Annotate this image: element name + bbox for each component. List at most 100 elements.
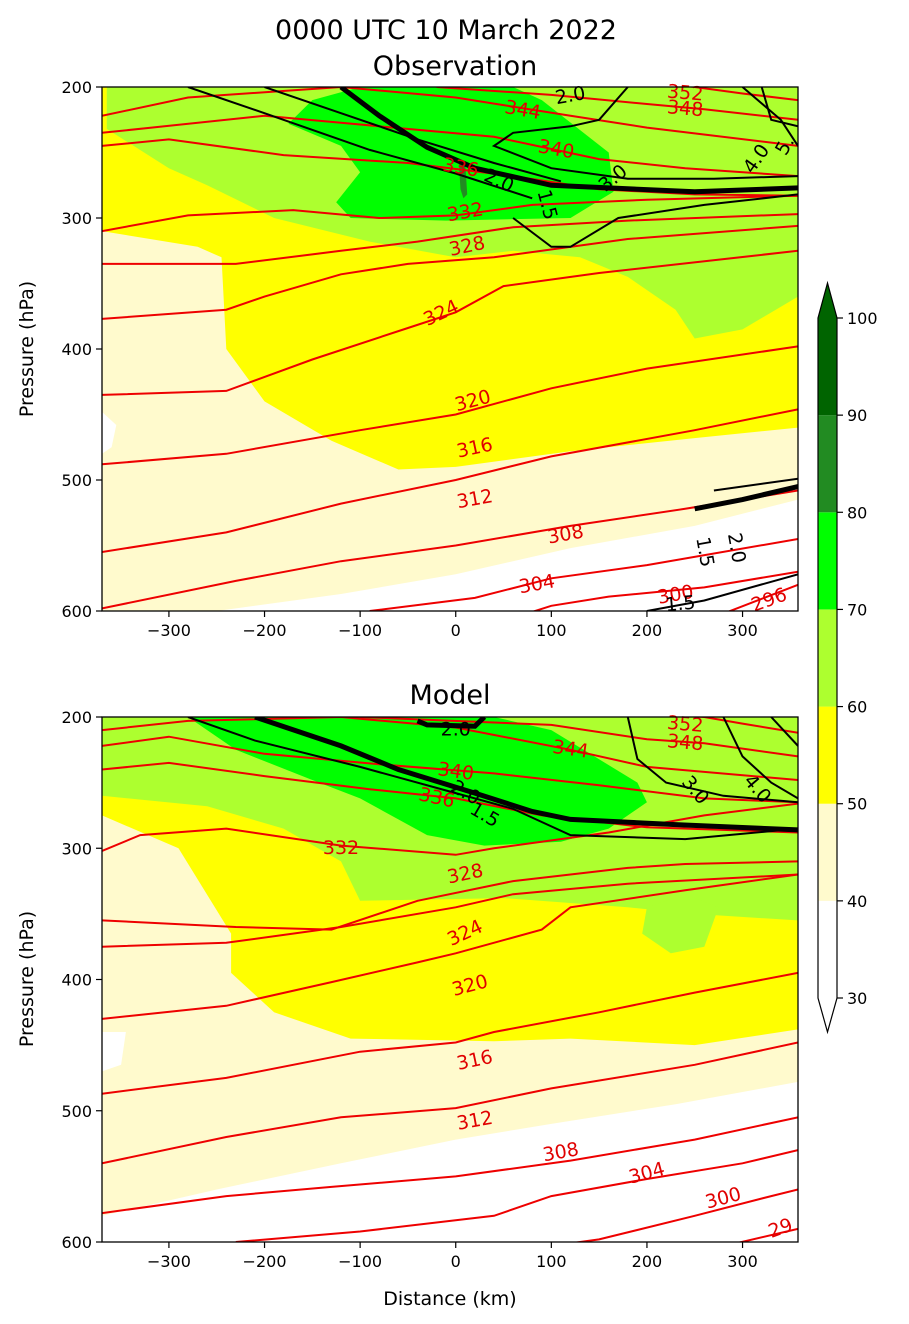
theta-label: 344 [551, 736, 590, 763]
pv-label: 1.5 [691, 535, 718, 569]
theta-label: 304 [517, 570, 557, 598]
pv-contour-2.0 [339, 87, 798, 195]
colorbar: 30 40 50 60 70 80 90 100 [817, 280, 878, 1035]
y-axis-label: Pressure (hPa) [16, 911, 38, 1047]
colorbar-segment-80 [818, 415, 837, 513]
theta-contour-344 [102, 87, 798, 147]
theta-label: 352 [666, 81, 704, 106]
colorbar-tick-label: 100 [847, 309, 878, 328]
x-tick-label: 0 [451, 1252, 461, 1271]
fill-region-30 [102, 1032, 126, 1072]
theta-contour-316 [102, 345, 798, 466]
x-tick-label: 200 [632, 1252, 663, 1271]
theta-contour-304 [235, 1149, 798, 1242]
colorbar-tick-label: 90 [847, 406, 867, 425]
y-tick-label: 600 [61, 602, 92, 621]
panel-title: Model [409, 680, 490, 711]
panel-observation: Observation 3523483443403363323283243203… [16, 51, 799, 640]
colorbar-extend-min [818, 998, 837, 1032]
theta-contour-348 [360, 717, 798, 758]
pv-contours [187, 87, 798, 611]
theta-contour-324 [102, 873, 798, 948]
pv-contour-3.0 [512, 193, 798, 248]
x-tick-label: 100 [536, 1252, 567, 1271]
pv-contour-3.0 [626, 717, 798, 804]
pv-contour-3.0 [491, 87, 798, 180]
theta-label: 340 [436, 758, 475, 785]
x-tick-label: 0 [451, 621, 461, 640]
theta-label: 308 [541, 1138, 581, 1166]
colorbar-segment-70 [818, 512, 837, 610]
colorbar-tick-label: 80 [847, 503, 867, 522]
x-tick-label: 200 [632, 621, 663, 640]
theta-contour-296 [727, 583, 798, 611]
pv-contour-1.5 [646, 573, 798, 611]
pv-contour-2.0 [416, 717, 487, 729]
x-tick-label: 300 [727, 1252, 758, 1271]
x-tick-label: −200 [243, 1252, 287, 1271]
pv-contour-5.0 [741, 87, 798, 147]
colorbar-tick-label: 50 [847, 795, 867, 814]
theta-label: 29 [765, 1214, 795, 1243]
theta-contour-312 [102, 1041, 798, 1165]
x-tick-label: −100 [338, 1252, 382, 1271]
y-tick-label: 500 [61, 1102, 92, 1121]
pv-contour-1.5 [187, 717, 798, 841]
colorbar-extend-max [818, 283, 837, 318]
theta-label: 352 [666, 712, 704, 737]
theta-contour-328 [102, 213, 798, 265]
theta-contour-320 [102, 873, 798, 1020]
theta-contour-308 [102, 1116, 798, 1215]
y-tick-label: 400 [61, 971, 92, 990]
pv-label: 1.5 [664, 592, 696, 617]
theta-label: 300 [703, 1183, 744, 1214]
pv-contours [187, 717, 798, 841]
x-axis-label: Distance (km) [383, 1288, 516, 1310]
panel-model: Model 3523483443403363323283243203163123… [16, 680, 799, 1310]
colorbar-segment-50 [818, 706, 837, 804]
axis-ticks: −300 −200 −100 0 100 200 300 200 300 400 500 600 [61, 78, 757, 640]
x-tick-label: −300 [147, 1252, 191, 1271]
y-tick-label: 300 [61, 839, 92, 858]
colorbar-segment-30 [818, 900, 837, 998]
colorbar-tick-label: 40 [847, 892, 867, 911]
pv-contour-1.5 [187, 87, 533, 200]
fill-region-60 [642, 894, 719, 954]
x-tick-label: 100 [536, 621, 567, 640]
fill-region-70 [288, 87, 614, 221]
colorbar-tick-label: 70 [847, 600, 867, 619]
pv-contour-1.5 [264, 87, 562, 183]
theta-label: 332 [323, 837, 359, 859]
x-tick-label: −300 [147, 621, 191, 640]
theta-contour-332 [102, 802, 798, 856]
y-tick-label: 600 [61, 1233, 92, 1252]
theta-contour-336 [102, 761, 798, 834]
fill-layer [102, 717, 798, 1242]
theta-contour-312 [102, 408, 798, 553]
theta-contour-340 [102, 735, 798, 804]
colorbar-segment-90 [818, 318, 837, 416]
theta-contour-304 [369, 538, 798, 611]
pv-contour-2.0 [694, 484, 798, 512]
colorbar-segment-40 [818, 803, 837, 901]
y-tick-label: 500 [61, 471, 92, 490]
theta-contour-348 [436, 87, 798, 121]
x-tick-label: 300 [727, 621, 758, 640]
theta-contour-320 [102, 249, 798, 396]
theta-contour-328 [102, 860, 798, 931]
theta-contour-316 [102, 971, 798, 1095]
fill-region-30 [102, 411, 117, 454]
y-tick-label: 200 [61, 708, 92, 727]
pv-contour-4.0 [760, 87, 798, 128]
y-tick-label: 300 [61, 209, 92, 228]
pv-label: 2.0 [441, 719, 471, 741]
colorbar-segment-60 [818, 609, 837, 707]
theta-contour-352 [685, 87, 798, 102]
theta-contour-300 [572, 1188, 798, 1242]
axis-ticks: −300 −200 −100 0 100 200 300 200 300 400 500 600 [61, 708, 757, 1271]
theta-contour-352 [689, 717, 798, 734]
theta-contour-300 [531, 570, 798, 611]
figure-title: 0000 UTC 10 March 2022 [275, 15, 617, 46]
y-tick-label: 400 [61, 340, 92, 359]
